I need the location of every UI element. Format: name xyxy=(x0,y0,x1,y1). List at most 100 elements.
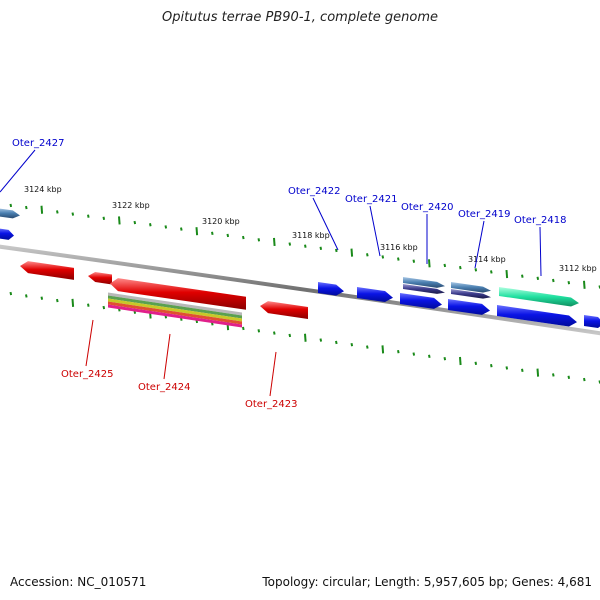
leader-line xyxy=(369,205,381,257)
gene-forward[interactable] xyxy=(497,305,577,327)
minor-tick xyxy=(242,235,245,240)
minor-tick xyxy=(366,345,369,349)
minor-tick xyxy=(273,331,276,335)
minor-tick xyxy=(412,259,416,263)
gene-label-forward[interactable]: Oter_2419 xyxy=(458,209,511,220)
tick-label: 3122 kbp xyxy=(112,201,150,210)
gene-oter-2425[interactable] xyxy=(88,272,112,285)
minor-tick xyxy=(567,280,571,285)
feature-track-5[interactable] xyxy=(108,304,242,328)
major-tick xyxy=(40,205,44,214)
tick-label: 3118 kbp xyxy=(292,231,330,240)
minor-tick xyxy=(335,248,338,253)
minor-tick xyxy=(443,356,447,361)
gene-features[interactable] xyxy=(0,208,600,329)
minor-tick xyxy=(180,227,183,231)
gene-label-reverse[interactable]: Oter_2423 xyxy=(245,399,298,410)
gene-oter-2420-b[interactable] xyxy=(403,284,445,294)
gene-oter-2424[interactable] xyxy=(110,278,246,310)
gene-oter-2421[interactable] xyxy=(357,287,393,303)
gene-forward[interactable] xyxy=(448,299,490,315)
feature-track-2[interactable] xyxy=(108,295,242,319)
minor-tick xyxy=(412,352,416,356)
minor-tick xyxy=(443,263,447,268)
minor-tick xyxy=(102,305,106,310)
label-leaders xyxy=(0,149,542,397)
gene-oter-2419-b[interactable] xyxy=(451,289,491,299)
minor-tick xyxy=(474,268,478,272)
minor-tick xyxy=(257,329,261,333)
minor-tick xyxy=(459,265,462,270)
tick-label: 3124 kbp xyxy=(24,185,62,194)
major-tick xyxy=(350,248,354,257)
minor-tick xyxy=(335,340,338,345)
minor-tick xyxy=(9,291,13,296)
feature-track-4[interactable] xyxy=(108,301,242,325)
minor-tick xyxy=(552,373,555,377)
leader-line xyxy=(539,226,542,277)
minor-tick xyxy=(474,361,478,366)
minor-tick xyxy=(490,270,493,274)
minor-tick xyxy=(149,223,152,227)
minor-tick xyxy=(25,205,28,210)
gene-oter-2423[interactable] xyxy=(260,301,308,319)
minor-tick xyxy=(56,210,59,214)
feature-track-1[interactable] xyxy=(108,292,242,316)
minor-tick xyxy=(505,366,509,370)
leader-line xyxy=(163,333,171,380)
map-title: Opitutus terrae PB90-1, complete genome xyxy=(161,10,439,25)
minor-tick xyxy=(381,255,385,259)
gene-label-forward[interactable]: Oter_2420 xyxy=(401,202,454,213)
leader-line xyxy=(474,220,485,269)
major-tick xyxy=(381,345,385,354)
minor-tick xyxy=(40,296,44,300)
minor-tick xyxy=(133,220,137,225)
minor-tick xyxy=(490,363,493,368)
minor-tick xyxy=(56,298,59,303)
minor-tick xyxy=(288,333,292,338)
gene-reverse[interactable] xyxy=(20,261,74,280)
gene-oter-2419[interactable] xyxy=(451,282,491,293)
gene-label-reverse[interactable]: Oter_2424 xyxy=(138,382,191,393)
tick-label: 3112 kbp xyxy=(559,264,597,273)
gene-forward[interactable] xyxy=(0,228,14,240)
minor-tick xyxy=(242,326,245,331)
minor-tick xyxy=(319,338,323,342)
major-tick xyxy=(273,237,276,246)
gene-oter-2427[interactable] xyxy=(0,208,20,219)
major-tick xyxy=(536,368,540,377)
gene-label-forward[interactable]: Oter_2427 xyxy=(12,138,65,149)
accession-label: Accession: NC_010571 xyxy=(10,575,147,589)
gene-oter-2420[interactable] xyxy=(403,277,445,288)
minor-tick xyxy=(428,354,431,359)
minor-tick xyxy=(521,368,524,372)
gene-oter-2418[interactable] xyxy=(499,287,579,307)
major-tick xyxy=(505,269,509,279)
tick-labels: 3124 kbp 3122 kbp 3120 kbp 3118 kbp 3116 kbp… xyxy=(24,185,597,273)
minor-tick xyxy=(87,303,90,307)
tick-label: 3120 kbp xyxy=(202,217,240,226)
gene-label-forward[interactable]: Oter_2422 xyxy=(288,186,341,197)
gene-oter-2422[interactable] xyxy=(318,282,344,296)
minor-tick xyxy=(226,233,230,238)
leader-line xyxy=(0,149,36,193)
minor-tick xyxy=(211,231,214,236)
leader-line xyxy=(269,351,277,397)
minor-tick xyxy=(71,212,75,216)
tick-marks xyxy=(9,203,600,384)
leader-line xyxy=(85,319,94,367)
major-tick xyxy=(195,227,199,236)
gene-forward[interactable] xyxy=(584,315,600,329)
gene-label-forward[interactable]: Oter_2421 xyxy=(345,194,398,205)
gene-forward[interactable] xyxy=(400,293,442,309)
feature-track-3[interactable] xyxy=(108,298,242,322)
gene-label-forward[interactable]: Oter_2418 xyxy=(514,215,567,226)
gene-label-reverse[interactable]: Oter_2425 xyxy=(61,369,114,380)
genome-backbone xyxy=(0,244,600,336)
minor-tick xyxy=(257,238,261,242)
major-tick xyxy=(118,216,121,225)
minor-tick xyxy=(521,274,524,278)
minor-tick xyxy=(397,257,400,261)
